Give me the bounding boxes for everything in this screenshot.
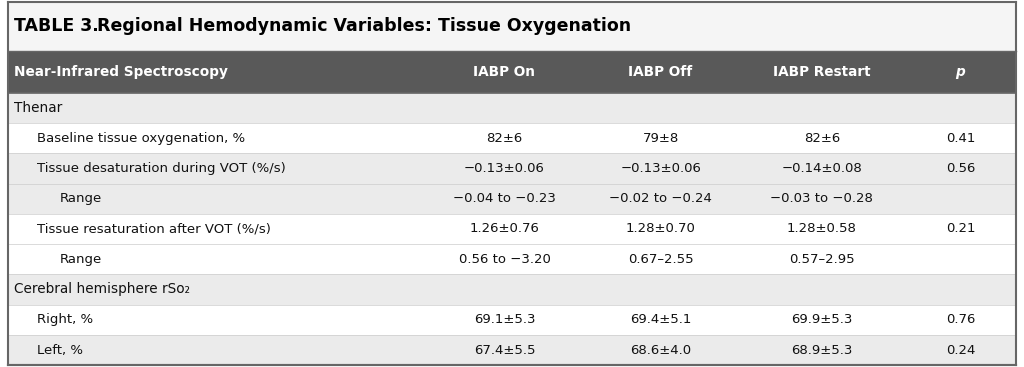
Bar [8, 244, 1016, 275]
Text: Tissue desaturation during VOT (%/s): Tissue desaturation during VOT (%/s) [37, 162, 286, 175]
Bar [8, 2, 1016, 51]
Text: p: p [955, 65, 966, 79]
Text: 82±6: 82±6 [804, 132, 840, 145]
Bar [8, 214, 1016, 244]
Bar [8, 305, 1016, 335]
Text: 68.6±4.0: 68.6±4.0 [630, 344, 691, 356]
Text: 69.4±5.1: 69.4±5.1 [630, 313, 691, 326]
Text: TABLE 3.: TABLE 3. [14, 17, 99, 35]
Text: 79±8: 79±8 [642, 132, 679, 145]
Text: Cerebral hemisphere rSo₂: Cerebral hemisphere rSo₂ [14, 283, 190, 297]
Text: 69.1±5.3: 69.1±5.3 [474, 313, 536, 326]
Text: 82±6: 82±6 [486, 132, 522, 145]
Text: 0.67–2.55: 0.67–2.55 [628, 253, 693, 266]
Text: 0.24: 0.24 [946, 344, 975, 356]
Text: Right, %: Right, % [37, 313, 93, 326]
Bar [8, 123, 1016, 153]
Text: Range: Range [59, 253, 101, 266]
Text: 68.9±5.3: 68.9±5.3 [792, 344, 853, 356]
Text: IABP On: IABP On [473, 65, 536, 79]
Text: 0.41: 0.41 [946, 132, 975, 145]
Bar [8, 51, 1016, 93]
Bar [8, 184, 1016, 214]
Text: IABP Off: IABP Off [629, 65, 693, 79]
Text: Baseline tissue oxygenation, %: Baseline tissue oxygenation, % [37, 132, 245, 145]
Text: IABP Restart: IABP Restart [773, 65, 870, 79]
Bar [8, 153, 1016, 184]
Text: 0.21: 0.21 [945, 222, 975, 235]
Text: 0.56: 0.56 [946, 162, 975, 175]
Text: 0.57–2.95: 0.57–2.95 [790, 253, 855, 266]
Bar [8, 335, 1016, 365]
Bar [8, 93, 1016, 123]
Text: 1.28±0.70: 1.28±0.70 [626, 222, 695, 235]
Text: −0.13±0.06: −0.13±0.06 [464, 162, 545, 175]
Text: 67.4±5.5: 67.4±5.5 [474, 344, 536, 356]
Bar [8, 275, 1016, 305]
Text: 0.76: 0.76 [946, 313, 975, 326]
Text: 69.9±5.3: 69.9±5.3 [792, 313, 853, 326]
Text: 0.56 to −3.20: 0.56 to −3.20 [459, 253, 550, 266]
Text: Tissue resaturation after VOT (%/s): Tissue resaturation after VOT (%/s) [37, 222, 270, 235]
Text: Regional Hemodynamic Variables: Tissue Oxygenation: Regional Hemodynamic Variables: Tissue O… [91, 17, 631, 35]
Text: 1.26±0.76: 1.26±0.76 [470, 222, 540, 235]
Text: Range: Range [59, 192, 101, 205]
Text: −0.04 to −0.23: −0.04 to −0.23 [453, 192, 556, 205]
Text: −0.14±0.08: −0.14±0.08 [781, 162, 862, 175]
Text: Thenar: Thenar [14, 101, 62, 115]
Text: Near-Infrared Spectroscopy: Near-Infrared Spectroscopy [14, 65, 228, 79]
Text: −0.03 to −0.28: −0.03 to −0.28 [770, 192, 873, 205]
Text: −0.02 to −0.24: −0.02 to −0.24 [609, 192, 712, 205]
Text: −0.13±0.06: −0.13±0.06 [621, 162, 701, 175]
Text: 1.28±0.58: 1.28±0.58 [786, 222, 857, 235]
Text: Left, %: Left, % [37, 344, 83, 356]
